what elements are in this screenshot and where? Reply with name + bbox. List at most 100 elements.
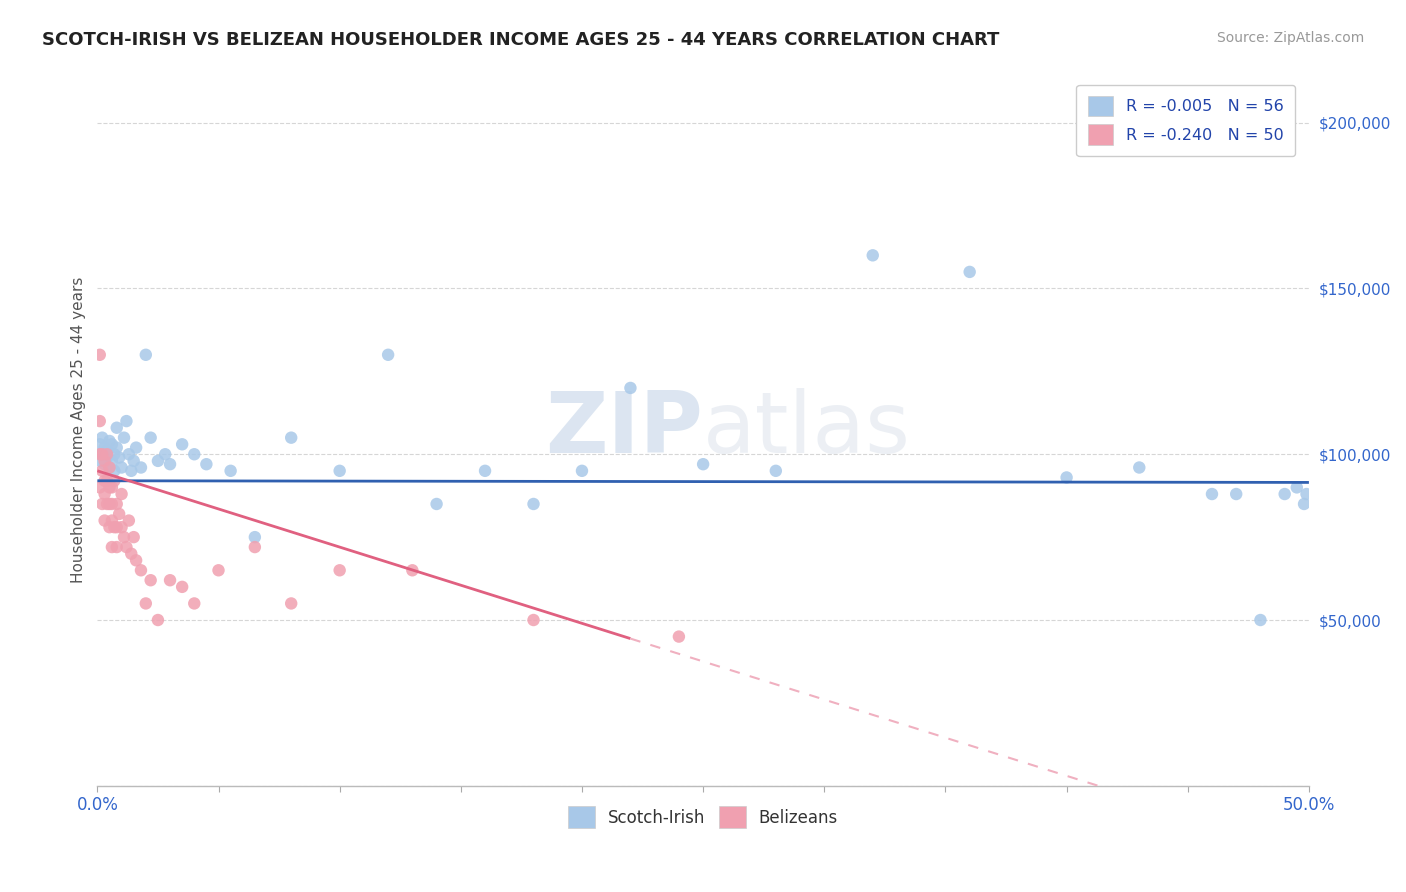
Point	[118, 514, 141, 528]
Point	[108, 450, 131, 465]
Point	[98, 460, 121, 475]
Point	[862, 248, 884, 262]
Point	[105, 497, 128, 511]
Point	[89, 447, 111, 461]
Point	[96, 447, 118, 461]
Point	[89, 437, 111, 451]
Point	[183, 447, 205, 461]
Legend: Scotch-Irish, Belizeans: Scotch-Irish, Belizeans	[561, 800, 845, 835]
Point	[426, 497, 449, 511]
Point	[280, 597, 302, 611]
Point	[668, 630, 690, 644]
Point	[183, 597, 205, 611]
Point	[91, 431, 114, 445]
Point	[692, 457, 714, 471]
Point	[91, 497, 114, 511]
Text: Source: ZipAtlas.com: Source: ZipAtlas.com	[1216, 31, 1364, 45]
Point	[112, 530, 135, 544]
Point	[159, 573, 181, 587]
Point	[98, 480, 121, 494]
Point	[522, 497, 544, 511]
Point	[98, 497, 121, 511]
Point	[129, 563, 152, 577]
Point	[91, 447, 114, 461]
Point	[89, 414, 111, 428]
Point	[1274, 487, 1296, 501]
Point	[101, 514, 124, 528]
Point	[120, 464, 142, 478]
Point	[101, 437, 124, 451]
Point	[139, 573, 162, 587]
Point	[103, 520, 125, 534]
Point	[377, 348, 399, 362]
Point	[1201, 487, 1223, 501]
Point	[110, 520, 132, 534]
Point	[1292, 497, 1315, 511]
Point	[112, 431, 135, 445]
Point	[93, 457, 115, 471]
Point	[108, 507, 131, 521]
Point	[1056, 470, 1078, 484]
Point	[135, 597, 157, 611]
Point	[1285, 480, 1308, 494]
Point	[280, 431, 302, 445]
Point	[153, 447, 176, 461]
Text: ZIP: ZIP	[546, 388, 703, 471]
Point	[207, 563, 229, 577]
Point	[105, 540, 128, 554]
Point	[96, 450, 118, 465]
Point	[105, 441, 128, 455]
Point	[765, 464, 787, 478]
Point	[103, 464, 125, 478]
Point	[110, 460, 132, 475]
Point	[125, 553, 148, 567]
Point	[122, 530, 145, 544]
Point	[474, 464, 496, 478]
Point	[115, 414, 138, 428]
Point	[101, 454, 124, 468]
Point	[129, 460, 152, 475]
Point	[103, 447, 125, 461]
Y-axis label: Householder Income Ages 25 - 44 years: Householder Income Ages 25 - 44 years	[72, 277, 86, 582]
Point	[93, 514, 115, 528]
Point	[115, 540, 138, 554]
Point	[93, 454, 115, 468]
Point	[96, 497, 118, 511]
Point	[401, 563, 423, 577]
Point	[139, 431, 162, 445]
Point	[101, 540, 124, 554]
Point	[329, 464, 352, 478]
Point	[195, 457, 218, 471]
Point	[89, 348, 111, 362]
Point	[122, 454, 145, 468]
Point	[571, 464, 593, 478]
Point	[1128, 460, 1150, 475]
Point	[135, 348, 157, 362]
Point	[619, 381, 641, 395]
Point	[159, 457, 181, 471]
Point	[146, 613, 169, 627]
Point	[96, 474, 118, 488]
Point	[146, 454, 169, 468]
Point	[1249, 613, 1271, 627]
Point	[98, 434, 121, 448]
Point	[118, 447, 141, 461]
Point	[89, 454, 111, 468]
Point	[120, 547, 142, 561]
Point	[243, 540, 266, 554]
Point	[98, 520, 121, 534]
Point	[101, 480, 124, 494]
Point	[125, 441, 148, 455]
Point	[172, 580, 194, 594]
Point	[105, 520, 128, 534]
Point	[93, 487, 115, 501]
Point	[243, 530, 266, 544]
Point	[98, 460, 121, 475]
Point	[172, 437, 194, 451]
Point	[105, 421, 128, 435]
Text: atlas: atlas	[703, 388, 911, 471]
Point	[110, 487, 132, 501]
Point	[522, 613, 544, 627]
Point	[93, 474, 115, 488]
Point	[103, 474, 125, 488]
